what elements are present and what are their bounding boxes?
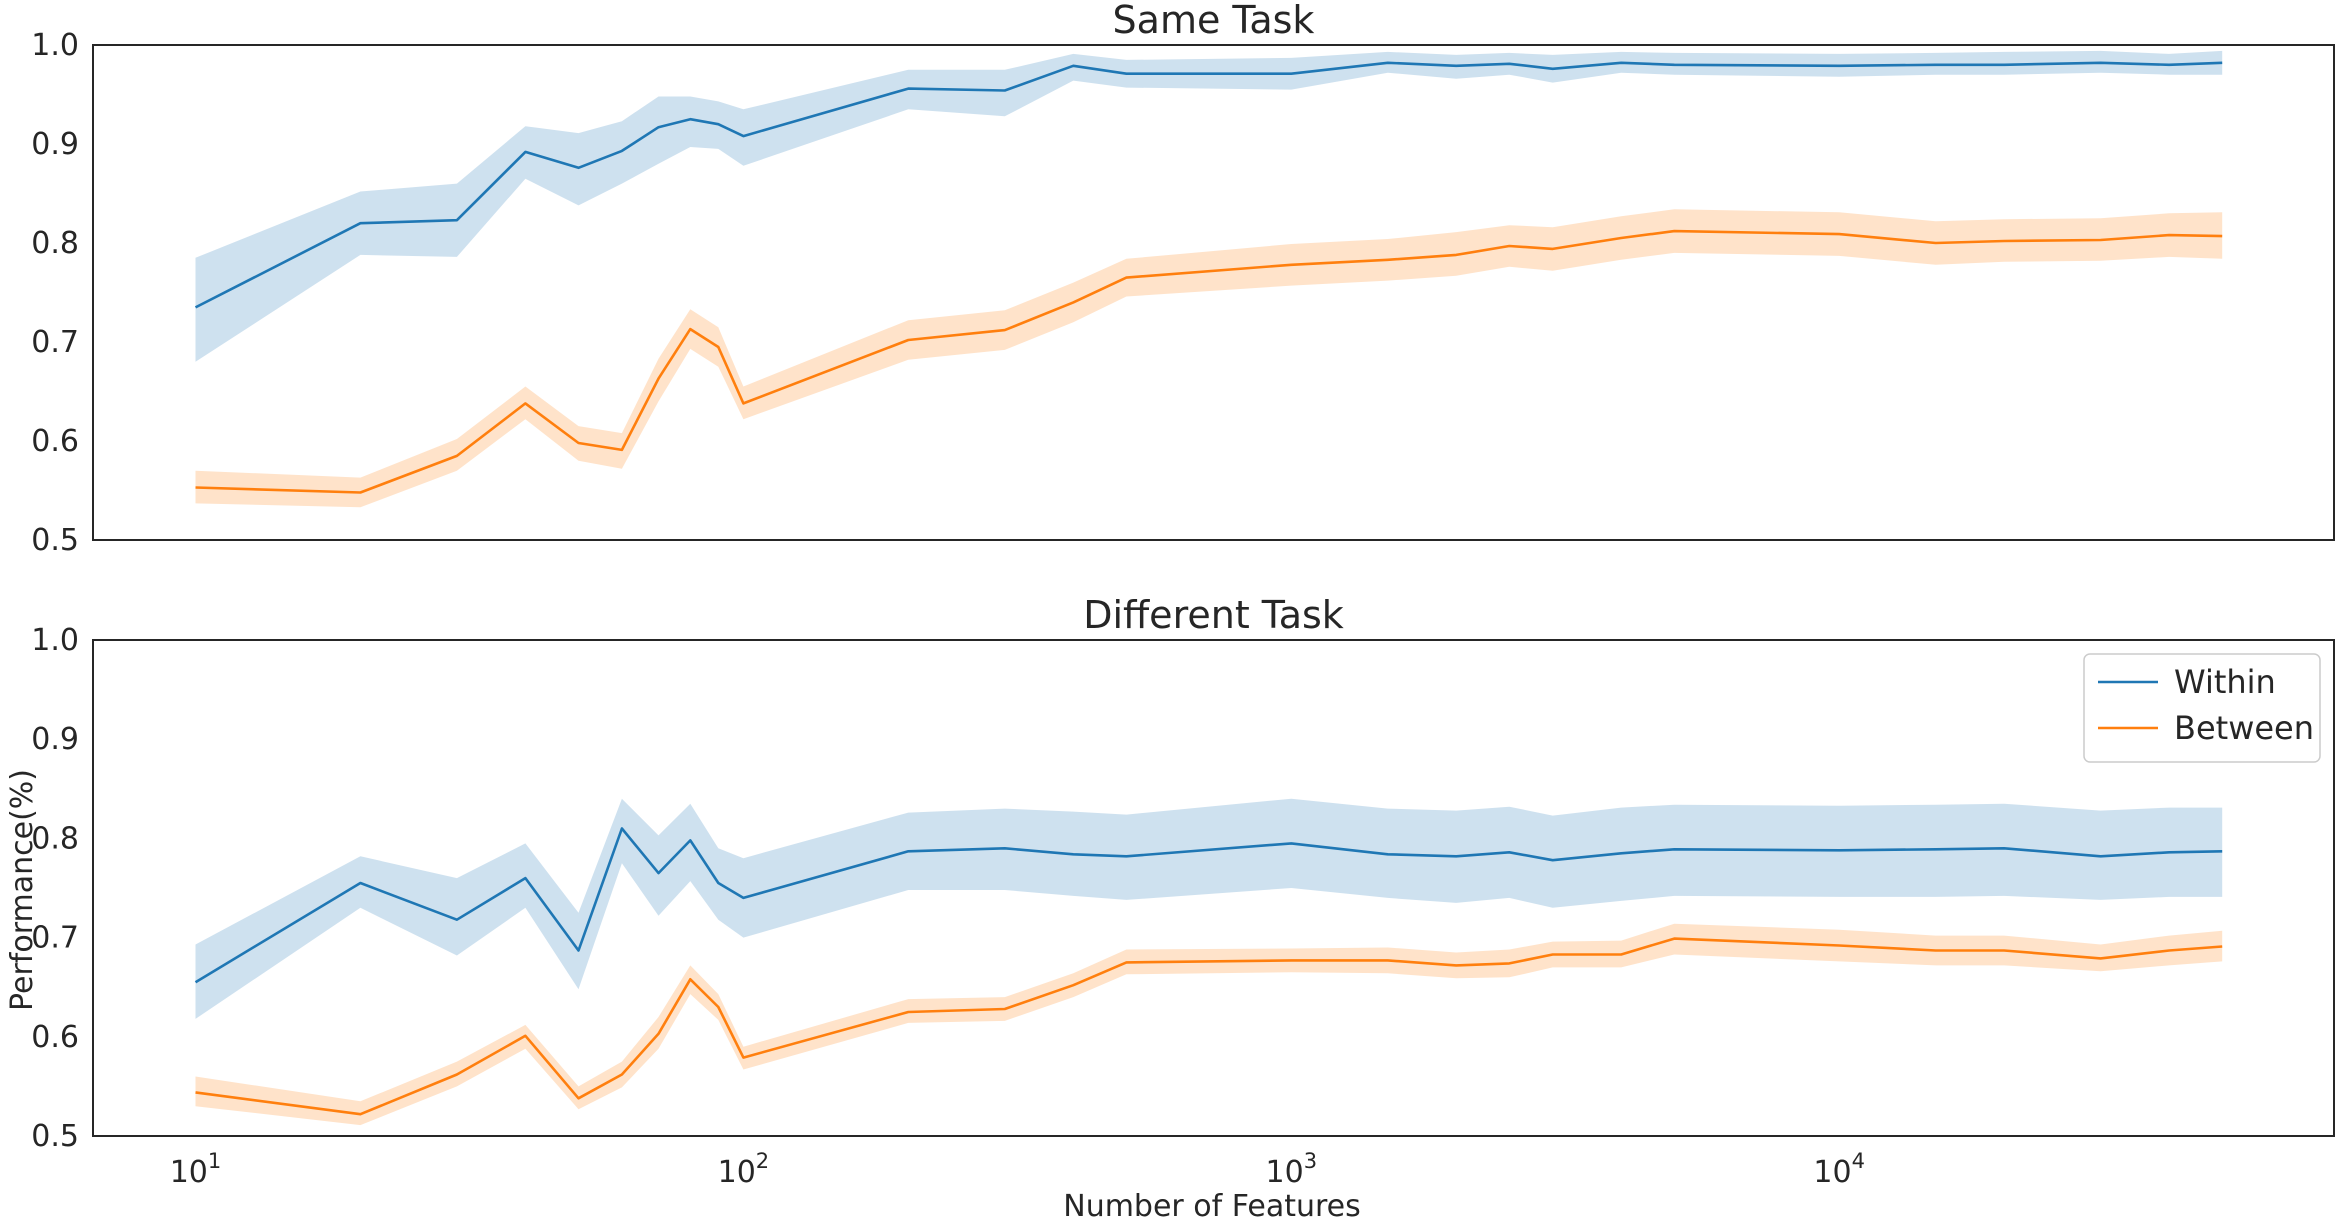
x-tick-label: 102: [718, 1149, 770, 1190]
legend: Within Between: [2083, 653, 2321, 763]
y-tick-label: 0.9: [31, 722, 79, 757]
y-tick-label: 0.8: [31, 821, 79, 856]
series-line-between: [195, 937, 2223, 1116]
panel-different-task: Different Task 0.5 0.6 0.7 0.8 0.9 1.0 101 102 10…: [31, 593, 2335, 1190]
y-tick-label: 0.5: [31, 523, 79, 558]
y-axis-label: Performance(%): [5, 769, 40, 1011]
series-line-within: [194, 827, 2223, 984]
plot-area-different-task: [194, 798, 2223, 1126]
panel-title-different-task: Different Task: [1083, 593, 1344, 637]
legend-label-between: Between: [2174, 709, 2314, 747]
x-tick-label: 101: [170, 1149, 222, 1190]
x-tick-label: 104: [1813, 1149, 1865, 1190]
x-tick-label: 103: [1266, 1149, 1318, 1190]
series-line-between: [195, 229, 2223, 494]
y-tick-label: 0.8: [31, 226, 79, 261]
confidence-band-within: [195, 50, 2223, 362]
axes-frame-same-task: [92, 44, 2335, 541]
y-tick-label: 1.0: [31, 623, 79, 658]
confidence-band-within: [195, 798, 2223, 1019]
y-tick-label: 0.7: [31, 921, 79, 956]
y-tick-label: 0.5: [31, 1119, 79, 1154]
y-tick-label: 0.6: [31, 424, 79, 459]
plot-area-same-task: [194, 50, 2223, 508]
axes-frame-different-task: [92, 639, 2335, 1137]
y-tick-label: 1.0: [31, 28, 79, 63]
y-tick-label: 0.9: [31, 127, 79, 162]
x-axis-label: Number of Features: [1063, 1189, 1361, 1224]
series-line-within: [194, 61, 2223, 309]
y-tick-label: 0.6: [31, 1020, 79, 1055]
y-tick-label: 0.7: [31, 325, 79, 360]
panel-title-same-task: Same Task: [1113, 0, 1315, 42]
legend-label-within: Within: [2174, 663, 2276, 701]
confidence-band-between: [195, 923, 2223, 1126]
panel-same-task: Same Task 0.5 0.6 0.7 0.8 0.9 1.0: [31, 0, 2335, 558]
